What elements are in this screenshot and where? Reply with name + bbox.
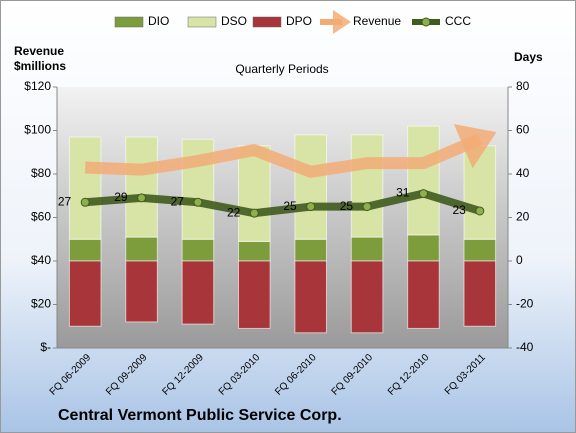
data-label: 27 — [58, 194, 72, 208]
legend-label: DIO — [148, 14, 169, 28]
legend-label: DSO — [221, 14, 247, 28]
bar — [294, 260, 327, 334]
bar — [125, 136, 158, 238]
bar — [407, 234, 440, 262]
data-label: 29 — [114, 190, 128, 204]
y-axis-label: Revenue — [14, 44, 64, 58]
bar — [350, 260, 384, 334]
ccc-line — [84, 189, 481, 218]
data-label: 22 — [227, 205, 241, 219]
ccc-point — [306, 202, 316, 212]
y-tick-label: $80 — [31, 166, 51, 180]
bar — [68, 238, 102, 262]
legend-label: DPO — [286, 14, 312, 28]
y2-tick-label: 40 — [516, 166, 530, 180]
legend-label: CCC — [445, 14, 471, 28]
y-tick-label: $100 — [24, 123, 51, 137]
data-label: 25 — [340, 199, 354, 213]
data-label: 25 — [283, 199, 297, 213]
bar — [68, 260, 102, 327]
legend-label: Revenue — [353, 14, 401, 28]
bar — [463, 260, 497, 327]
legend-swatch — [187, 16, 217, 28]
legend-swatch — [114, 16, 144, 28]
y-tick-label: $40 — [31, 253, 51, 267]
bar — [125, 260, 158, 323]
y2-tick-label: -20 — [516, 297, 534, 311]
bar — [238, 260, 271, 329]
data-label: 31 — [396, 186, 410, 200]
bar — [407, 260, 440, 329]
bar — [350, 236, 384, 262]
y-axis-label: $millions — [14, 59, 66, 73]
data-label: 27 — [171, 194, 185, 208]
legend-swatch — [252, 16, 282, 28]
ccc-point — [193, 197, 203, 207]
legend-swatch — [421, 17, 431, 27]
ccc-point — [80, 197, 90, 207]
plot-area — [57, 87, 508, 348]
y-tick-label: $60 — [31, 210, 51, 224]
data-label: 23 — [452, 203, 466, 217]
y-tick-label: $120 — [24, 79, 51, 93]
bar — [407, 125, 440, 236]
bar — [238, 240, 271, 262]
bar — [125, 236, 158, 262]
y2-axis-label: Days — [514, 50, 543, 64]
y2-tick-label: 20 — [516, 210, 530, 224]
ccc-point — [418, 189, 428, 199]
bar — [181, 238, 215, 262]
bar — [463, 145, 497, 240]
bar — [294, 238, 327, 262]
ccc-point — [137, 193, 147, 203]
bar — [463, 238, 497, 262]
y2-tick-label: 60 — [516, 123, 530, 137]
subtitle: Quarterly Periods — [235, 62, 328, 76]
y2-tick-label: -40 — [516, 340, 534, 354]
ccc-point — [249, 208, 259, 218]
bar — [294, 134, 327, 240]
revenue-line — [84, 124, 497, 178]
bar — [68, 136, 102, 240]
bar — [181, 260, 215, 325]
bar — [238, 145, 271, 242]
bar — [350, 134, 384, 238]
y2-tick-label: 80 — [516, 79, 530, 93]
y2-tick-label: 0 — [516, 253, 523, 267]
y-tick-label: $- — [40, 340, 51, 354]
ccc-point — [362, 202, 372, 212]
chart-title: Central Vermont Public Service Corp. — [58, 407, 342, 424]
ccc-point — [475, 206, 485, 216]
y-tick-label: $20 — [31, 297, 51, 311]
